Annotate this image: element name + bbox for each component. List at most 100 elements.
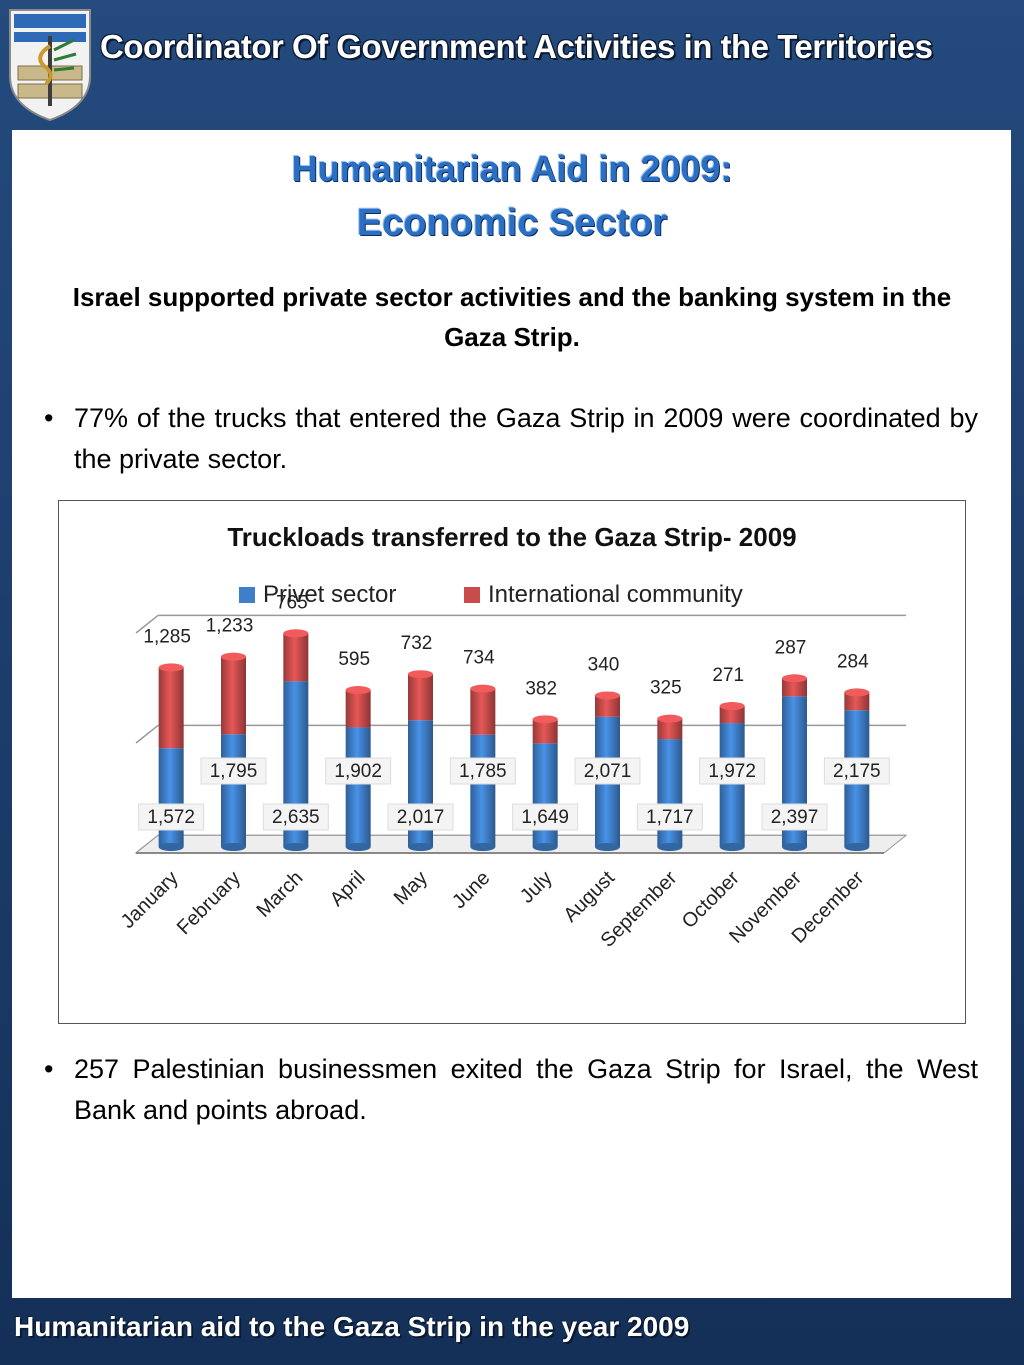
- legend-label: International community: [488, 581, 743, 608]
- data-label-private: 1,572: [147, 807, 195, 828]
- data-label-international: 1,233: [206, 616, 254, 637]
- bullet-dot-icon: •: [44, 403, 54, 433]
- data-label-box: [449, 757, 516, 785]
- bar-private: [657, 739, 683, 847]
- data-label-box: [325, 757, 392, 785]
- data-label-international: 325: [650, 678, 682, 699]
- bar-international-top: [719, 702, 745, 711]
- page-title-line1: Humanitarian Aid in 2009:: [291, 148, 733, 189]
- bullet-item: • 257 Palestinian businessmen exited the…: [44, 1049, 978, 1131]
- bar-international: [283, 633, 309, 682]
- data-label-international: 284: [837, 651, 869, 672]
- bar-private-base: [345, 843, 371, 851]
- data-label-international: 271: [712, 665, 744, 686]
- data-label-private: 2,017: [397, 807, 445, 828]
- bar-private-base: [844, 843, 870, 851]
- data-label-box: [823, 757, 890, 785]
- cogat-emblem-icon: [9, 9, 91, 122]
- x-tick-label: August: [559, 867, 619, 927]
- legend-swatch: [464, 587, 480, 603]
- bar-international-top: [532, 715, 558, 724]
- bar-private: [532, 743, 558, 847]
- data-label-international: 340: [588, 654, 620, 675]
- bar-private-base: [595, 843, 620, 851]
- bar-international: [719, 706, 745, 724]
- data-label-box: [574, 757, 641, 785]
- header: Coordinator Of Government Activities in …: [0, 0, 1024, 128]
- chart-container: Truckloads transferred to the Gaza Strip…: [58, 500, 966, 1024]
- bar-private-base: [283, 843, 309, 851]
- data-label-box: [512, 803, 579, 831]
- bar-international-top: [345, 686, 371, 695]
- bar-international: [782, 678, 807, 697]
- bar-international-top: [221, 652, 246, 661]
- x-tick-label: April: [326, 867, 370, 911]
- bar-international: [595, 695, 620, 717]
- data-label-private: 1,972: [708, 761, 756, 782]
- data-label-box: [387, 803, 454, 831]
- bar-international-top: [408, 670, 433, 679]
- data-label-private: 1,785: [459, 761, 507, 782]
- data-label-private: 2,175: [833, 761, 881, 782]
- header-title: Coordinator Of Government Activities in …: [100, 28, 933, 65]
- data-label-box: [138, 803, 205, 831]
- data-label-box: [761, 803, 828, 831]
- bar-international: [408, 674, 433, 721]
- legend-swatch: [239, 587, 255, 603]
- data-label-box: [200, 757, 267, 785]
- data-label-international: 1,285: [143, 626, 191, 647]
- x-tick-label: May: [390, 867, 432, 909]
- bar-private: [470, 734, 496, 847]
- bar-private: [719, 723, 745, 847]
- x-tick-label: March: [253, 867, 308, 922]
- bar-international: [470, 688, 496, 735]
- bullet-text: 77% of the trucks that entered the Gaza …: [74, 403, 978, 474]
- x-tick-label: July: [516, 867, 557, 908]
- data-label-private: 1,902: [334, 761, 382, 782]
- bar-private: [158, 748, 184, 847]
- bar-private-base: [782, 843, 807, 851]
- x-tick-label: June: [448, 867, 494, 913]
- bar-international-top: [657, 714, 683, 723]
- data-label-private: 2,071: [584, 761, 632, 782]
- bullet-dot-icon: •: [44, 1054, 54, 1084]
- bar-international: [844, 692, 870, 711]
- bar-international-top: [283, 629, 309, 638]
- bar-private: [221, 734, 246, 847]
- data-label-international: 765: [276, 592, 308, 613]
- data-label-box: [262, 803, 329, 831]
- bar-international: [345, 690, 371, 728]
- bar-private-base: [719, 843, 745, 851]
- gridline: [135, 614, 159, 634]
- bar-international-top: [470, 684, 496, 693]
- bar-private-base: [532, 843, 558, 851]
- bar-international: [532, 719, 558, 744]
- data-label-international: 287: [775, 637, 807, 658]
- data-label-private: 1,717: [646, 807, 694, 828]
- x-tick-label: February: [173, 867, 245, 939]
- footer-text: Humanitarian aid to the Gaza Strip in th…: [14, 1311, 690, 1342]
- bar-international-top: [595, 691, 620, 700]
- bar-international-top: [158, 663, 184, 672]
- data-label-international: 382: [525, 678, 557, 699]
- page-title-line2: Economic Sector: [356, 202, 668, 244]
- data-label-box: [636, 803, 703, 831]
- bar-private-base: [408, 843, 433, 851]
- bar-international: [221, 656, 246, 735]
- data-label-private: 1,795: [210, 761, 258, 782]
- bar-international-top: [844, 688, 870, 697]
- bar-private: [345, 727, 371, 847]
- chart-title: Truckloads transferred to the Gaza Strip…: [227, 522, 796, 552]
- bullet-text: 257 Palestinian businessmen exited the G…: [74, 1054, 978, 1125]
- data-label-box: [699, 757, 766, 785]
- bar-international-top: [782, 674, 807, 683]
- data-label-private: 2,397: [771, 807, 819, 828]
- data-label-international: 595: [338, 649, 370, 670]
- data-label-private: 2,635: [272, 807, 320, 828]
- data-label-international: 732: [401, 633, 433, 654]
- bar-international: [158, 667, 184, 749]
- page-subtitle: Israel supported private sector activiti…: [72, 282, 952, 352]
- bar-international: [657, 718, 683, 740]
- gridline: [135, 724, 159, 744]
- bar-private-base: [221, 843, 246, 851]
